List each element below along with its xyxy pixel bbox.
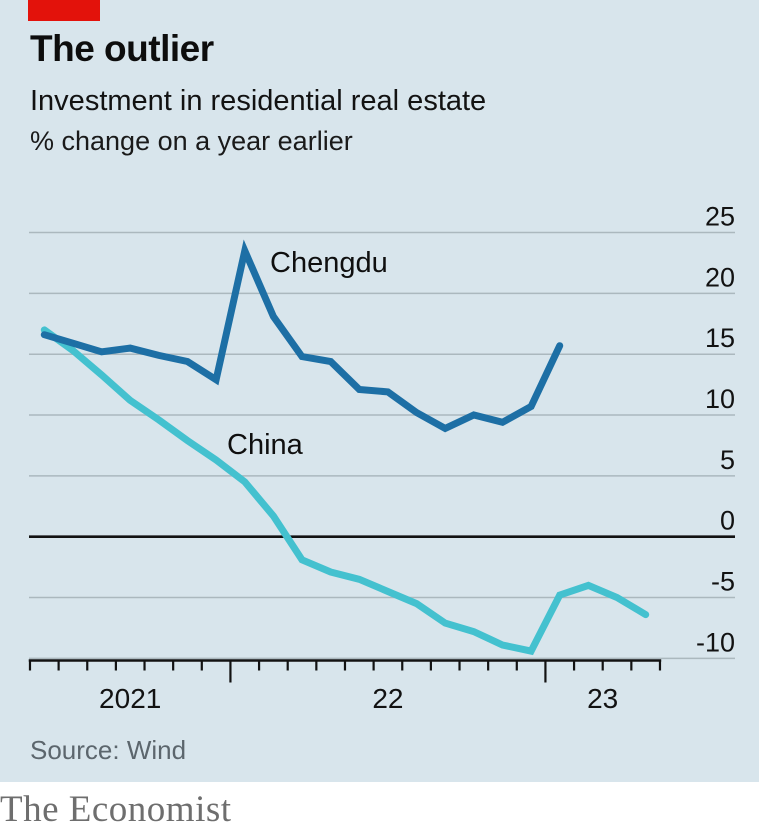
series-line-chengdu xyxy=(40,239,564,433)
line-chart-plot: 25 20 15 10 5 0 -5 -10 2021 22 23 xyxy=(28,202,735,714)
y-axis-tick-label: -10 xyxy=(696,627,735,657)
y-axis-tick-label: 10 xyxy=(705,384,735,414)
source-note: Source: Wind xyxy=(30,735,187,765)
economist-wordmark: The Economist xyxy=(0,789,232,826)
series-label-china: China xyxy=(227,429,303,461)
chart-subtitle: Investment in residential real estate xyxy=(30,85,487,117)
x-axis-year-label: 23 xyxy=(587,683,618,714)
x-axis-year-label: 22 xyxy=(372,683,403,714)
y-axis-tick-label: 0 xyxy=(720,506,735,536)
economist-red-tab xyxy=(28,0,100,21)
y-axis-tick-label: -5 xyxy=(711,567,735,597)
y-axis-tick-label: 20 xyxy=(705,262,735,292)
chart-title: The outlier xyxy=(30,28,214,69)
y-axis-tick-label: 25 xyxy=(705,202,735,232)
x-axis-year-label: 2021 xyxy=(99,683,161,714)
y-axis-tick-label: 5 xyxy=(720,445,735,475)
chart-unit-label: % change on a year earlier xyxy=(30,126,353,156)
series-label-chengdu: Chengdu xyxy=(270,247,388,279)
series-line-china xyxy=(40,326,650,656)
y-axis-tick-label: 15 xyxy=(705,323,735,353)
